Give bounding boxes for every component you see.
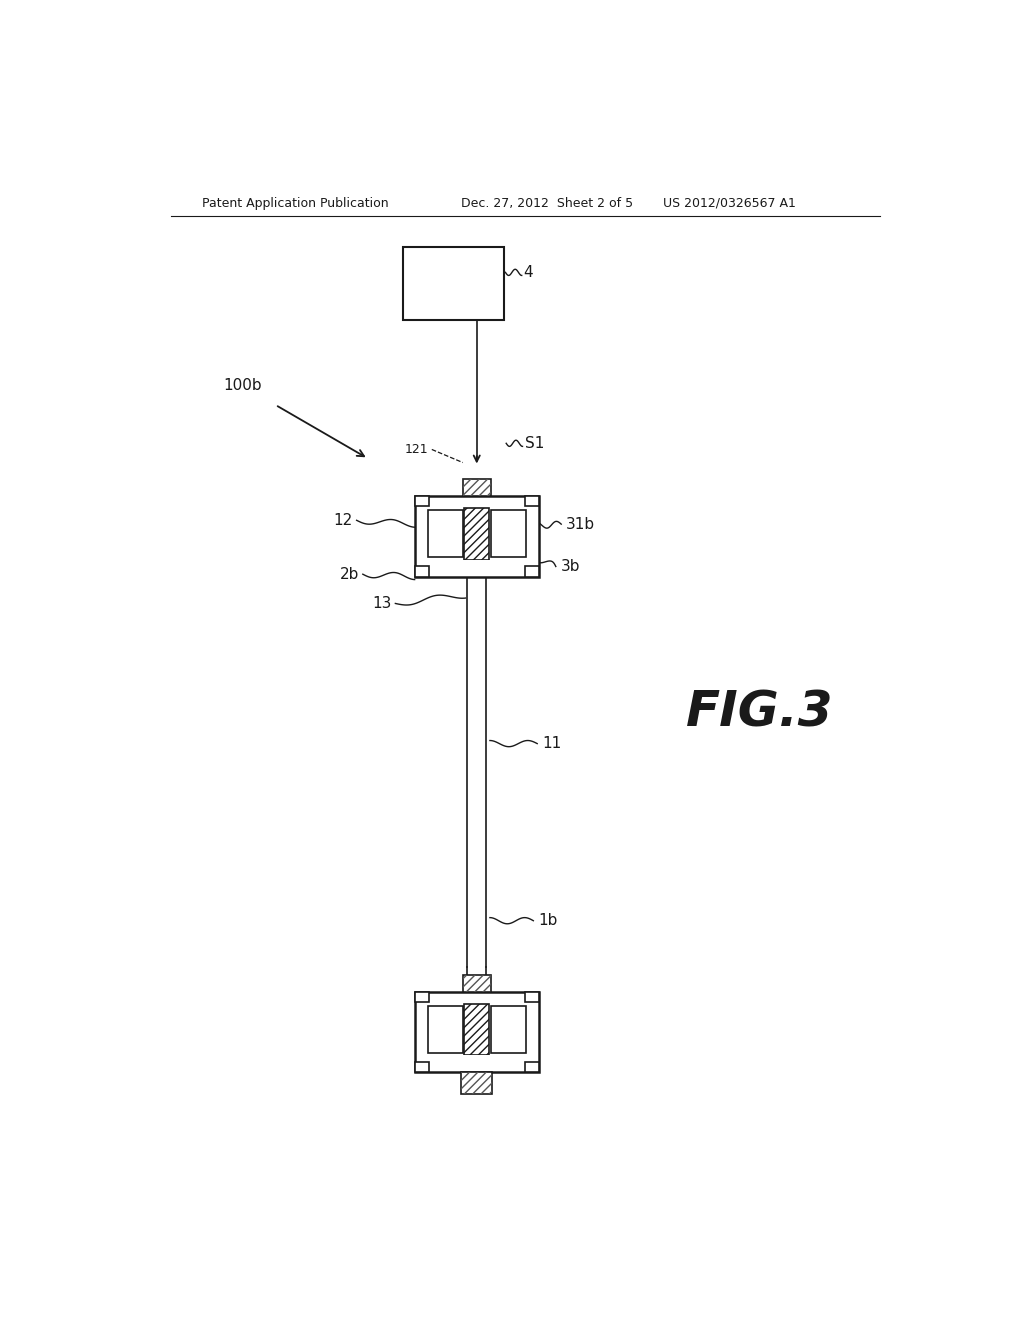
Text: 11: 11 xyxy=(543,737,562,751)
Text: FIG.3: FIG.3 xyxy=(686,689,834,737)
Bar xyxy=(461,1072,493,1094)
Text: 121: 121 xyxy=(406,444,429,455)
Text: US 2012/0326567 A1: US 2012/0326567 A1 xyxy=(663,197,796,210)
Bar xyxy=(463,479,490,496)
Bar xyxy=(490,511,525,557)
Bar xyxy=(415,566,429,577)
Bar xyxy=(524,991,539,1002)
Bar xyxy=(464,1003,489,1056)
Bar xyxy=(524,566,539,577)
Text: Dec. 27, 2012  Sheet 2 of 5: Dec. 27, 2012 Sheet 2 of 5 xyxy=(461,197,634,210)
Bar xyxy=(403,247,504,321)
Bar xyxy=(464,508,489,560)
Bar xyxy=(458,560,496,570)
Bar xyxy=(415,496,539,577)
Text: Piezoelectric
Controlling
Device: Piezoelectric Controlling Device xyxy=(414,263,494,305)
Text: S1: S1 xyxy=(524,436,544,451)
Bar xyxy=(463,974,490,991)
Bar xyxy=(415,1061,429,1072)
Bar xyxy=(524,496,539,507)
Bar xyxy=(415,496,429,507)
Text: 3b: 3b xyxy=(560,558,580,574)
Text: 2b: 2b xyxy=(340,566,359,582)
Text: 31b: 31b xyxy=(566,516,595,532)
Bar xyxy=(463,974,490,991)
Text: 100b: 100b xyxy=(223,378,262,393)
Text: 1b: 1b xyxy=(539,913,558,928)
Text: Patent Application Publication: Patent Application Publication xyxy=(202,197,388,210)
Bar xyxy=(463,479,490,496)
Text: 12: 12 xyxy=(334,512,352,528)
Text: 4: 4 xyxy=(523,265,532,280)
Bar xyxy=(490,1006,525,1053)
Bar xyxy=(428,1006,463,1053)
Bar xyxy=(461,1072,493,1094)
Bar xyxy=(524,1061,539,1072)
Bar xyxy=(428,511,463,557)
Bar xyxy=(415,991,539,1072)
Bar xyxy=(458,1056,496,1065)
Bar xyxy=(415,991,429,1002)
Text: 13: 13 xyxy=(372,595,391,611)
